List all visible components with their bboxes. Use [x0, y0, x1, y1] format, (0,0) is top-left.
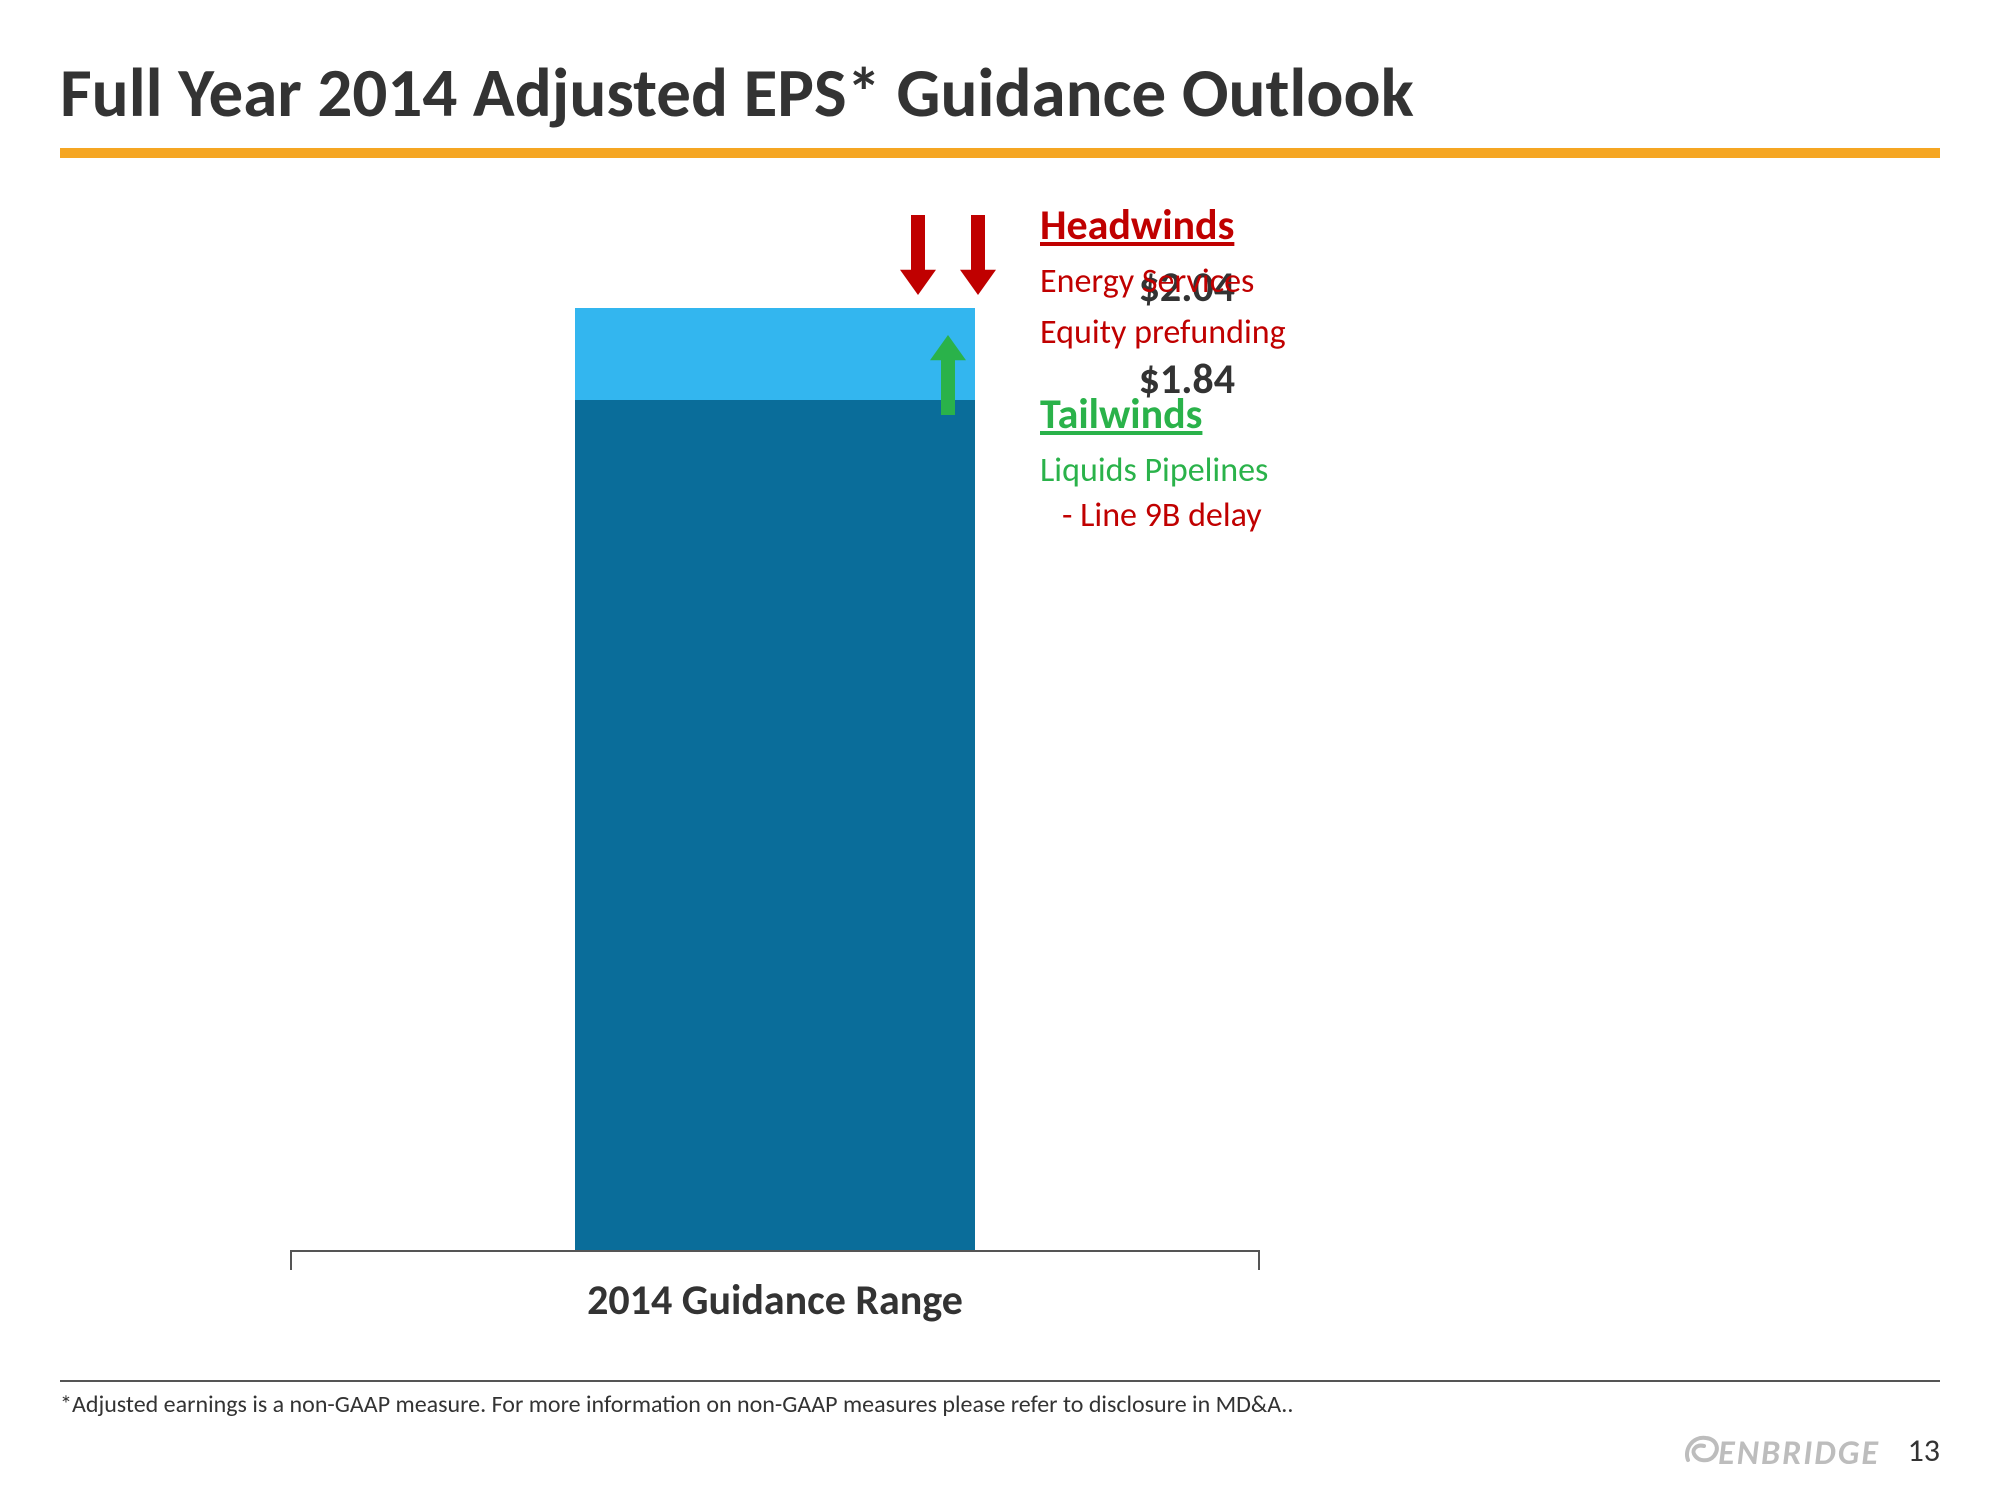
- headwinds-item: Equity prefunding: [1040, 312, 1600, 353]
- slide: Full Year 2014 Adjusted EPS* Guidance Ou…: [0, 0, 2000, 1500]
- up-arrow-icon: [930, 335, 966, 415]
- brand-text: ENBRIDGE: [1718, 1433, 1880, 1474]
- brand-swirl-icon: [1682, 1432, 1722, 1476]
- headwinds-item: Energy Services: [1040, 261, 1600, 302]
- slide-title: Full Year 2014 Adjusted EPS* Guidance Ou…: [60, 50, 1414, 135]
- legend: Headwinds Energy Services Equity prefund…: [1040, 200, 1600, 536]
- down-arrow-icon: [960, 215, 996, 295]
- x-axis-label: 2014 Guidance Range: [290, 1275, 1260, 1326]
- down-arrow-icon: [900, 215, 936, 295]
- title-rule: [60, 148, 1940, 158]
- guidance-bar: $2.04 $1.84: [575, 308, 975, 1250]
- tailwinds-item: Liquids Pipelines: [1040, 450, 1600, 491]
- headwinds-title: Headwinds: [1040, 200, 1600, 251]
- page-number: 13: [1908, 1431, 1940, 1470]
- brand-logo: ENBRIDGE: [1682, 1430, 1880, 1474]
- tailwinds-title: Tailwinds: [1040, 389, 1600, 440]
- footer-rule: [60, 1380, 1940, 1382]
- footnote: *Adjusted earnings is a non-GAAP measure…: [60, 1390, 1293, 1419]
- x-axis: [290, 1250, 1260, 1270]
- bar-upper-segment: [575, 308, 975, 400]
- tailwinds-subitem: - Line 9B delay: [1062, 495, 1600, 536]
- bar-lower-segment: [575, 400, 975, 1250]
